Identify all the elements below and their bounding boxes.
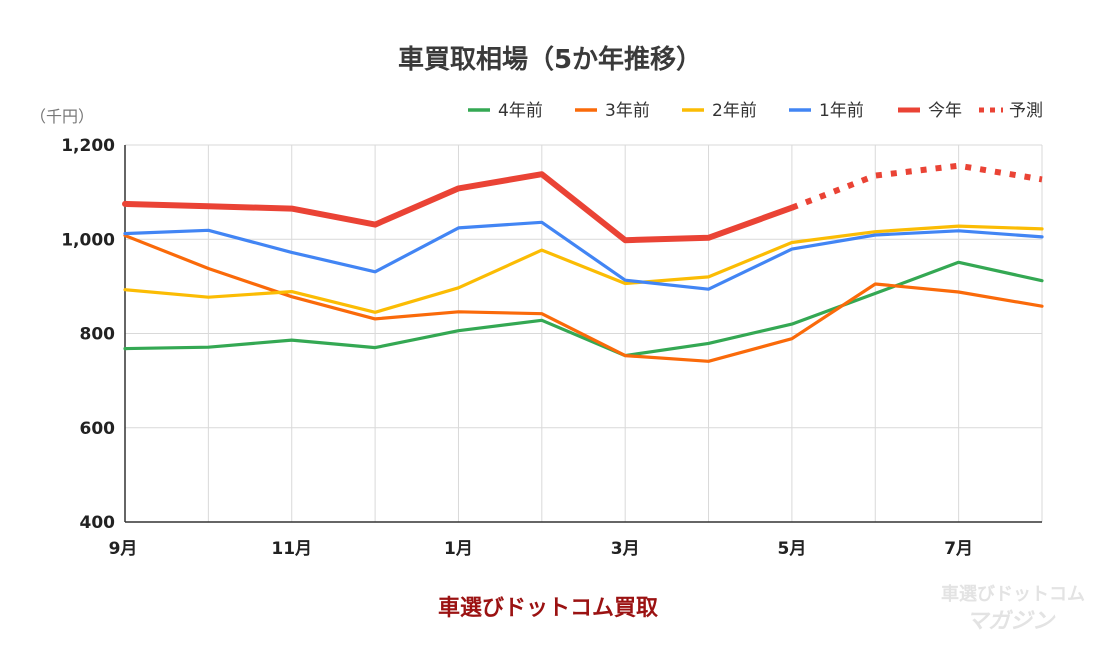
y-tick-1: 1,000 (61, 230, 115, 250)
legend-label-予測: 予測 (1009, 101, 1043, 121)
y-unit-label: （千円） (30, 107, 94, 126)
x-tick-3: 3月 (611, 539, 640, 559)
x-tick-1: 11月 (271, 539, 312, 559)
series-line-1年前 (123, 220, 1044, 291)
y-tick-0: 1,200 (61, 136, 115, 156)
series-lines (122, 162, 1044, 363)
x-tick-4: 5月 (777, 539, 806, 559)
x-tick-labels: 9月 11月 1月 3月 5月 7月 (109, 539, 973, 559)
legend-label-2年前: 2年前 (712, 101, 757, 121)
watermark-line2: マガジン (966, 609, 1056, 634)
legend-label-今年: 今年 (928, 101, 962, 121)
series-line-今年 (122, 171, 795, 244)
series-line-予測 (790, 162, 1043, 211)
y-tick-2: 800 (80, 325, 116, 345)
legend-label-1年前: 1年前 (819, 101, 864, 121)
legend-label-3年前: 3年前 (605, 101, 650, 121)
x-tick-2: 1月 (444, 539, 473, 559)
source-label: 車選びドットコム買取 (438, 596, 658, 621)
chart-title: 車買取相場（5か年推移） (398, 44, 702, 75)
legend: 4年前 3年前 2年前 1年前 今年 予測 (468, 101, 1043, 121)
watermark-line1: 車選びドットコム (941, 583, 1085, 605)
y-tick-4: 400 (80, 513, 116, 533)
y-tick-labels: 1,200 1,000 800 600 400 (61, 136, 115, 533)
axes (124, 145, 1042, 523)
legend-label-4年前: 4年前 (498, 101, 543, 121)
x-tick-5: 7月 (944, 539, 973, 559)
series-line-4年前 (123, 260, 1044, 358)
series-line-2年前 (123, 224, 1044, 314)
y-tick-3: 600 (80, 419, 116, 439)
x-tick-0: 9月 (109, 539, 138, 559)
